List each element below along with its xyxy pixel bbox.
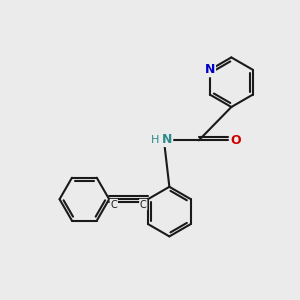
Text: H: H	[151, 134, 159, 145]
Text: C: C	[140, 200, 147, 210]
Text: O: O	[231, 134, 241, 147]
Text: C: C	[110, 200, 117, 210]
Text: N: N	[162, 133, 172, 146]
Text: N: N	[205, 63, 215, 76]
